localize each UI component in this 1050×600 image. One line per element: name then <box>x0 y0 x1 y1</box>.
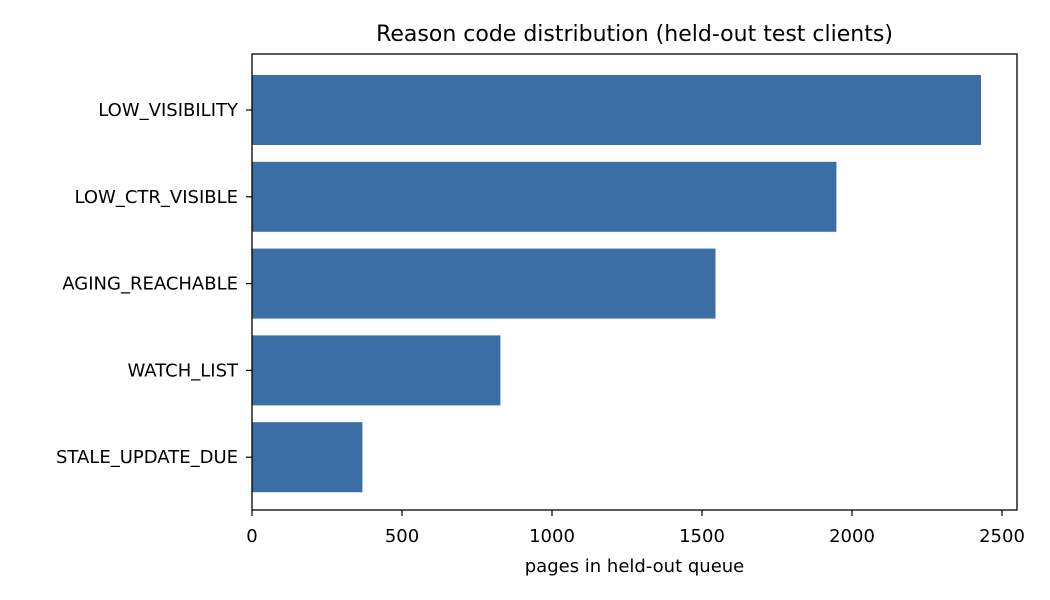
bars-group <box>252 75 981 493</box>
bar-watch-list <box>252 335 501 406</box>
plot-frame <box>251 53 1018 511</box>
category-label: LOW_VISIBILITY <box>98 100 239 121</box>
bar-low-ctr-visible <box>252 161 837 232</box>
bar-aging-reachable <box>252 248 716 319</box>
x-tick-label: 2500 <box>979 526 1025 547</box>
category-label: AGING_REACHABLE <box>62 274 238 295</box>
category-label: LOW_CTR_VISIBLE <box>74 187 238 208</box>
bar-low-visibility <box>252 75 981 145</box>
bar-stale-update-due <box>252 422 363 493</box>
category-label: WATCH_LIST <box>127 360 239 381</box>
category-label: STALE_UPDATE_DUE <box>56 447 238 468</box>
x-tick-label: 500 <box>385 526 419 547</box>
chart-title: Reason code distribution (held-out test … <box>376 22 893 47</box>
category-labels: LOW_VISIBILITY LOW_CTR_VISIBLE AGING_REACH… <box>56 100 252 468</box>
x-tick-label: 1500 <box>679 526 725 547</box>
x-tick-label: 1000 <box>529 526 575 547</box>
x-ticks: 0 500 1000 1500 2000 2500 <box>246 510 1025 547</box>
x-tick-label: 2000 <box>829 526 875 547</box>
x-axis-label: pages in held-out queue <box>525 556 745 577</box>
x-tick-label: 0 <box>246 526 257 547</box>
